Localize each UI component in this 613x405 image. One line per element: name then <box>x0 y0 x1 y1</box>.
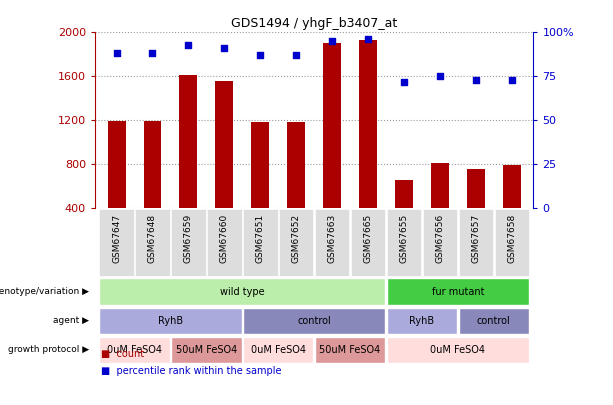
Bar <box>422 209 457 276</box>
Text: 0uM FeSO4: 0uM FeSO4 <box>107 345 162 355</box>
Text: GSM67660: GSM67660 <box>220 214 229 263</box>
Bar <box>99 337 170 363</box>
Point <box>219 45 229 51</box>
Text: genotype/variation ▶: genotype/variation ▶ <box>0 287 89 296</box>
Bar <box>171 337 242 363</box>
Text: fur mutant: fur mutant <box>432 287 484 296</box>
Title: GDS1494 / yhgF_b3407_at: GDS1494 / yhgF_b3407_at <box>231 17 397 30</box>
Bar <box>143 122 161 252</box>
Text: GSM67652: GSM67652 <box>292 214 301 263</box>
Bar <box>459 209 493 276</box>
Bar <box>99 308 242 334</box>
Text: GSM67651: GSM67651 <box>256 214 265 263</box>
Text: RyhB: RyhB <box>409 316 435 326</box>
Bar <box>495 209 529 276</box>
Bar <box>243 308 386 334</box>
Bar <box>251 122 269 252</box>
Point <box>112 50 121 57</box>
Bar <box>467 168 485 252</box>
Point <box>327 38 337 45</box>
Bar <box>279 209 313 276</box>
Text: 0uM FeSO4: 0uM FeSO4 <box>251 345 306 355</box>
Text: GSM67647: GSM67647 <box>112 214 121 263</box>
Bar <box>351 209 386 276</box>
Point <box>399 79 409 85</box>
Point <box>435 73 445 80</box>
Point <box>471 77 481 83</box>
Text: control: control <box>477 316 511 326</box>
Point <box>148 50 158 57</box>
Bar <box>503 165 520 252</box>
Text: wild type: wild type <box>220 287 265 296</box>
Point <box>363 36 373 43</box>
Bar <box>387 279 529 305</box>
Bar <box>171 209 206 276</box>
Bar <box>395 179 413 252</box>
Text: 0uM FeSO4: 0uM FeSO4 <box>430 345 485 355</box>
Bar <box>359 40 377 252</box>
Text: ■  count: ■ count <box>101 350 144 359</box>
Text: GSM67665: GSM67665 <box>364 214 373 263</box>
Bar <box>287 122 305 252</box>
Point <box>183 41 193 48</box>
Bar <box>99 279 386 305</box>
Bar <box>243 209 278 276</box>
Text: GSM67656: GSM67656 <box>435 214 444 263</box>
Bar <box>387 209 421 276</box>
Bar <box>99 209 134 276</box>
Text: GSM67657: GSM67657 <box>471 214 481 263</box>
Point <box>291 52 301 58</box>
Bar <box>108 122 126 252</box>
Text: agent ▶: agent ▶ <box>53 316 89 325</box>
Text: 50uM FeSO4: 50uM FeSO4 <box>319 345 381 355</box>
Bar <box>387 308 457 334</box>
Bar <box>431 163 449 252</box>
Bar <box>207 209 242 276</box>
Text: 50uM FeSO4: 50uM FeSO4 <box>176 345 237 355</box>
Bar <box>180 75 197 252</box>
Bar <box>135 209 170 276</box>
Point <box>256 52 265 58</box>
Text: ■  percentile rank within the sample: ■ percentile rank within the sample <box>101 366 281 375</box>
Text: GSM67655: GSM67655 <box>400 214 408 263</box>
Bar <box>387 337 529 363</box>
Bar <box>215 81 234 252</box>
Point <box>507 77 517 83</box>
Bar <box>323 43 341 252</box>
Text: GSM67648: GSM67648 <box>148 214 157 263</box>
Text: GSM67663: GSM67663 <box>327 214 337 263</box>
Text: RyhB: RyhB <box>158 316 183 326</box>
Bar <box>315 337 386 363</box>
Text: control: control <box>297 316 331 326</box>
Text: growth protocol ▶: growth protocol ▶ <box>8 345 89 354</box>
Bar <box>315 209 349 276</box>
Bar <box>243 337 313 363</box>
Text: GSM67658: GSM67658 <box>507 214 516 263</box>
Text: GSM67659: GSM67659 <box>184 214 193 263</box>
Bar <box>459 308 529 334</box>
